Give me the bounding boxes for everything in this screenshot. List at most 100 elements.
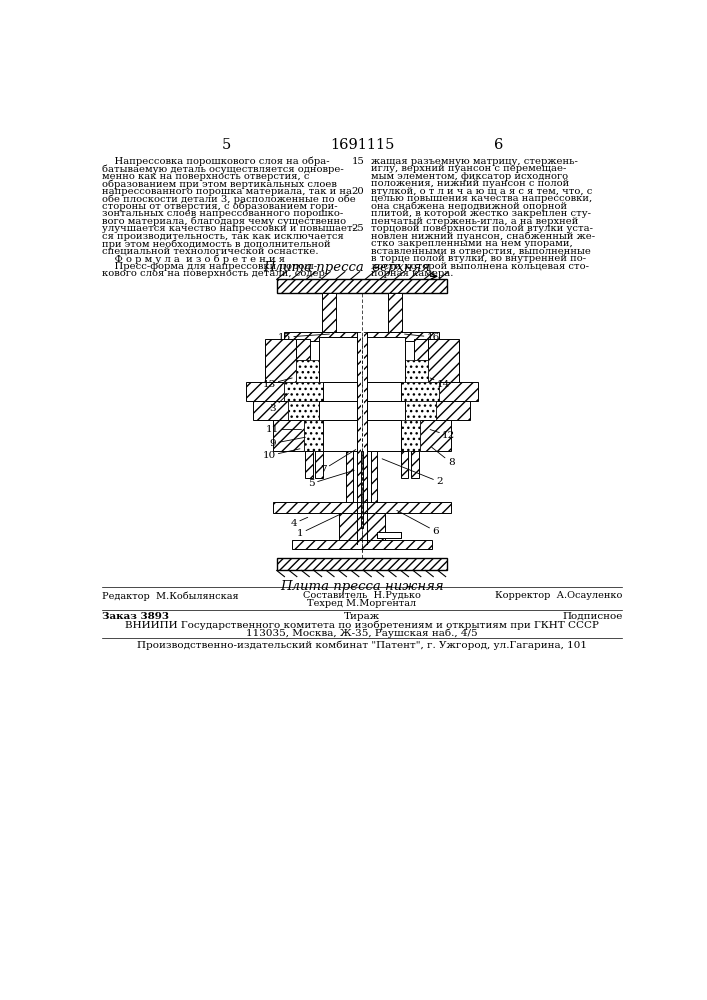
Bar — [404, 360, 428, 382]
Bar — [401, 451, 409, 478]
Text: 12: 12 — [430, 430, 455, 440]
Bar — [357, 332, 367, 544]
Text: Напрессовка порошкового слоя на обра-: Напрессовка порошкового слоя на обра- — [103, 157, 330, 166]
Text: Ф о р м у л а  и з о б р е т е н и я: Ф о р м у л а и з о б р е т е н и я — [103, 254, 286, 264]
Text: стко закрепленными на нем упорами,: стко закрепленными на нем упорами, — [371, 239, 573, 248]
Text: целью повышения качества напрессовки,: целью повышения качества напрессовки, — [371, 194, 592, 203]
Text: Техред М.Моргентал: Техред М.Моргентал — [308, 599, 416, 608]
Text: Корректор  А.Осауленко: Корректор А.Осауленко — [495, 591, 622, 600]
Text: 5: 5 — [222, 138, 231, 152]
Bar — [353, 451, 371, 528]
Text: Тираж: Тираж — [344, 612, 380, 621]
Text: улучшается качество напрессовки и повышает-: улучшается качество напрессовки и повыша… — [103, 224, 356, 233]
Bar — [322, 293, 336, 332]
Bar — [346, 451, 353, 528]
Bar — [288, 401, 320, 420]
Bar — [273, 502, 451, 513]
Bar — [411, 451, 419, 478]
Text: напрессованного порошка материала, так и на: напрессованного порошка материала, так и… — [103, 187, 352, 196]
Text: 15: 15 — [278, 333, 329, 342]
Bar — [401, 420, 420, 451]
Bar — [339, 513, 385, 540]
Bar — [296, 360, 320, 382]
Text: 8: 8 — [432, 447, 455, 467]
Text: 25: 25 — [351, 224, 364, 233]
Text: вого материала, благодаря чему существенно: вого материала, благодаря чему существен… — [103, 217, 346, 226]
Text: Производственно-издательский комбинат "Патент", г. Ужгород, ул.Гагарина, 101: Производственно-издательский комбинат "П… — [137, 641, 587, 650]
Text: 1691115: 1691115 — [329, 138, 394, 152]
Bar — [388, 293, 402, 332]
Bar — [414, 339, 428, 360]
Text: батываемую деталь осуществляется одновре-: батываемую деталь осуществляется одновре… — [103, 164, 344, 174]
Text: втулкой, о т л и ч а ю щ а я с я тем, что, с: втулкой, о т л и ч а ю щ а я с я тем, чт… — [371, 187, 592, 196]
Text: обе плоскости детали 3, расположенные по обе: обе плоскости детали 3, расположенные по… — [103, 194, 356, 204]
Text: 6: 6 — [494, 138, 504, 152]
Bar — [284, 382, 323, 401]
Bar — [440, 382, 478, 401]
Text: образованием при этом вертикальных слоев: образованием при этом вертикальных слоев — [103, 179, 337, 189]
Bar — [404, 401, 436, 420]
Bar — [436, 401, 470, 420]
Text: новлен нижний пуансон, снабженный же-: новлен нижний пуансон, снабженный же- — [371, 232, 595, 241]
Text: Составитель  Н.Рудько: Составитель Н.Рудько — [303, 591, 421, 600]
Text: 4: 4 — [291, 517, 308, 528]
Text: стороны от отверстия, с образованием гори-: стороны от отверстия, с образованием гор… — [103, 202, 338, 211]
Bar — [273, 420, 304, 451]
Bar — [284, 332, 440, 341]
Text: 20: 20 — [351, 187, 364, 196]
Text: положения, нижний пуансон с полой: положения, нижний пуансон с полой — [371, 179, 570, 188]
Text: Пресс-форма для напрессовки порош-: Пресс-форма для напрессовки порош- — [103, 262, 317, 271]
Text: зонтальных слоев напрессованного порошко-: зонтальных слоев напрессованного порошко… — [103, 209, 344, 218]
Text: вставленными в отверстия, выполненные: вставленными в отверстия, выполненные — [371, 247, 591, 256]
Bar — [420, 420, 451, 451]
Bar — [323, 420, 401, 451]
Text: порная камера.: порная камера. — [371, 269, 454, 278]
Bar — [276, 558, 448, 570]
Bar — [320, 337, 404, 382]
Bar — [296, 339, 310, 360]
Text: Заказ 3893: Заказ 3893 — [103, 612, 169, 621]
Bar — [428, 339, 459, 382]
Text: 10: 10 — [262, 449, 300, 460]
Bar — [246, 382, 284, 401]
Text: 2: 2 — [382, 459, 443, 486]
Text: в торце полой втулки, во внутренней по-: в торце полой втулки, во внутренней по- — [371, 254, 586, 263]
Bar — [253, 401, 288, 420]
Bar — [361, 451, 363, 528]
Text: 3: 3 — [269, 393, 288, 413]
Text: 14: 14 — [430, 378, 450, 389]
Text: Редактор  М.Кобылянская: Редактор М.Кобылянская — [103, 591, 239, 601]
Bar — [265, 339, 296, 382]
Text: плитой, в которой жестко закреплен сту-: плитой, в которой жестко закреплен сту- — [371, 209, 591, 218]
Bar — [378, 532, 401, 538]
Bar — [323, 382, 401, 401]
Bar — [276, 279, 448, 293]
Text: 113035, Москва, Ж-35, Раушская наб., 4/5: 113035, Москва, Ж-35, Раушская наб., 4/5 — [246, 629, 478, 638]
Bar — [305, 451, 313, 478]
Text: пенчатый стержень-игла, а на верхней: пенчатый стержень-игла, а на верхней — [371, 217, 578, 226]
Text: Плита пресса  верхняя: Плита пресса верхняя — [263, 261, 430, 274]
Bar — [401, 382, 440, 401]
Bar — [320, 401, 404, 420]
Text: мым элементом, фиксатор исходного: мым элементом, фиксатор исходного — [371, 172, 568, 181]
Text: Подписное: Подписное — [562, 612, 622, 621]
Text: 11: 11 — [267, 425, 301, 434]
Text: 15: 15 — [351, 157, 364, 166]
Text: иглу, верхний пуансон с перемещае-: иглу, верхний пуансон с перемещае- — [371, 164, 566, 173]
Bar — [378, 532, 401, 538]
Text: 9: 9 — [269, 437, 305, 448]
Bar — [304, 420, 323, 451]
Text: 6: 6 — [397, 510, 439, 536]
Text: Плита пресса нижняя: Плита пресса нижняя — [280, 580, 444, 593]
Text: 1: 1 — [297, 514, 340, 538]
Bar — [292, 540, 432, 549]
Text: специальной технологической оснастке.: специальной технологической оснастке. — [103, 247, 319, 256]
Text: при этом необходимость в дополнительной: при этом необходимость в дополнительной — [103, 239, 331, 249]
Text: кового слоя на поверхность детали, содер-: кового слоя на поверхность детали, содер… — [103, 269, 329, 278]
Text: лости которой выполнена кольцевая сто-: лости которой выполнена кольцевая сто- — [371, 262, 589, 271]
Text: 13: 13 — [262, 378, 292, 389]
Text: 7: 7 — [320, 450, 356, 474]
Text: жащая разъемную матрицу, стержень-: жащая разъемную матрицу, стержень- — [371, 157, 578, 166]
Bar — [371, 451, 378, 528]
Text: 5: 5 — [308, 470, 354, 488]
